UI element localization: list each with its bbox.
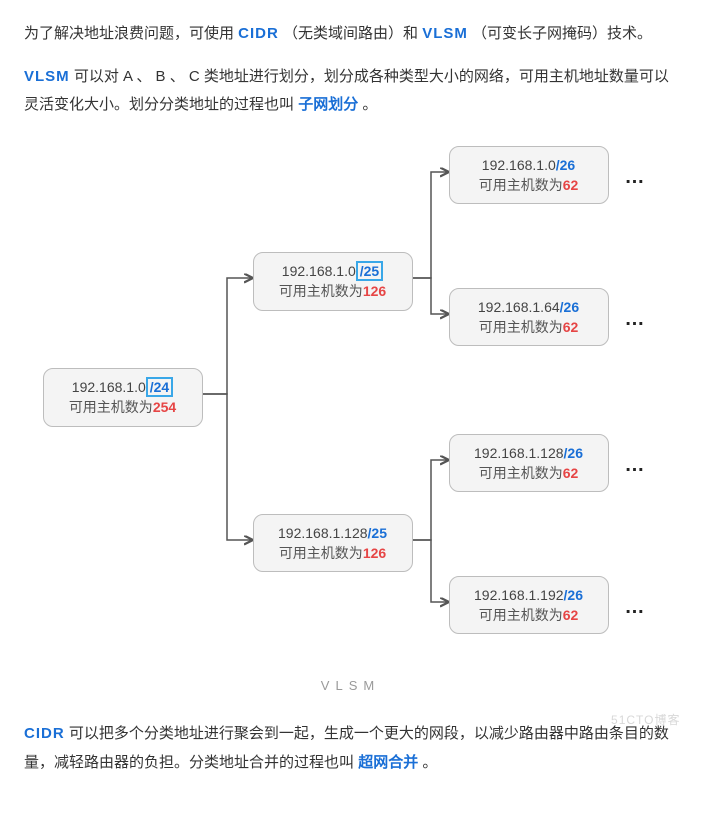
ellipsis-icon: …: [625, 158, 647, 196]
node-ip: 192.168.1.128/25: [266, 523, 400, 543]
node-hosts-value: 126: [363, 545, 386, 561]
text: （可变长子网掩码）技术。: [472, 25, 652, 42]
node-hosts-value: 126: [363, 283, 386, 299]
ellipsis-icon: …: [625, 446, 647, 484]
keyword-vlsm: VLSM: [24, 68, 70, 85]
watermark: 51CTO博客: [611, 709, 680, 732]
cidr-suffix: /26: [556, 157, 575, 173]
node-ip: 192.168.1.0/24: [56, 377, 190, 398]
node-ip: 192.168.1.0/25: [266, 261, 400, 282]
tree-node-leaf: 192.168.1.192/26可用主机数为62: [449, 576, 609, 635]
tree-node-leaf: 192.168.1.0/26可用主机数为62: [449, 146, 609, 205]
keyword-vlsm: VLSM: [422, 25, 468, 42]
node-hosts-line: 可用主机数为62: [462, 605, 596, 625]
node-hosts-value: 62: [563, 177, 579, 193]
text: 可以把多个分类地址进行聚会到一起，生成一个更大的网段，以减少路由器中路由条目的数…: [24, 725, 669, 771]
paragraph-2: VLSM 可以对 A 、 B 、 C 类地址进行划分，划分成各种类型大小的网络，…: [24, 63, 677, 120]
text: 为了解决地址浪费问题，可使用: [24, 25, 238, 42]
text: 。: [422, 754, 437, 771]
cidr-suffix: /25: [368, 525, 387, 541]
text: 。: [362, 96, 377, 113]
node-hosts-line: 可用主机数为62: [462, 463, 596, 483]
node-hosts-value: 62: [563, 319, 579, 335]
node-hosts-value: 62: [563, 607, 579, 623]
node-hosts-line: 可用主机数为254: [56, 397, 190, 417]
link-supernetting[interactable]: 超网合并: [358, 754, 418, 771]
tree-node-mid: 192.168.1.0/25可用主机数为126: [253, 252, 413, 311]
node-hosts-line: 可用主机数为62: [462, 175, 596, 195]
node-ip: 192.168.1.192/26: [462, 585, 596, 605]
keyword-cidr: CIDR: [24, 725, 65, 742]
paragraph-3: CIDR 可以把多个分类地址进行聚会到一起，生成一个更大的网段，以减少路由器中路…: [24, 720, 677, 777]
node-hosts-line: 可用主机数为126: [266, 281, 400, 301]
ellipsis-icon: …: [625, 300, 647, 338]
diagram-caption: VLSM: [24, 674, 677, 699]
node-ip: 192.168.1.64/26: [462, 297, 596, 317]
node-hosts-value: 62: [563, 465, 579, 481]
tree-node-root: 192.168.1.0/24可用主机数为254: [43, 368, 203, 427]
text: （无类域间路由）和: [283, 25, 422, 42]
link-subnetting[interactable]: 子网划分: [298, 96, 358, 113]
node-hosts-value: 254: [153, 399, 176, 415]
keyword-cidr: CIDR: [238, 25, 279, 42]
cidr-suffix-boxed: /24: [146, 377, 173, 398]
cidr-suffix: /26: [560, 299, 579, 315]
cidr-suffix-boxed: /25: [356, 261, 383, 282]
paragraph-1: 为了解决地址浪费问题，可使用 CIDR （无类域间路由）和 VLSM （可变长子…: [24, 20, 677, 49]
node-hosts-line: 可用主机数为126: [266, 543, 400, 563]
vlsm-tree-diagram: 192.168.1.0/24可用主机数为254 192.168.1.0/25可用…: [31, 134, 671, 664]
tree-node-leaf: 192.168.1.128/26可用主机数为62: [449, 434, 609, 493]
node-ip: 192.168.1.128/26: [462, 443, 596, 463]
cidr-suffix: /26: [564, 445, 583, 461]
node-hosts-line: 可用主机数为62: [462, 317, 596, 337]
node-ip: 192.168.1.0/26: [462, 155, 596, 175]
cidr-suffix: /26: [564, 587, 583, 603]
ellipsis-icon: …: [625, 588, 647, 626]
tree-node-mid: 192.168.1.128/25可用主机数为126: [253, 514, 413, 573]
tree-node-leaf: 192.168.1.64/26可用主机数为62: [449, 288, 609, 347]
